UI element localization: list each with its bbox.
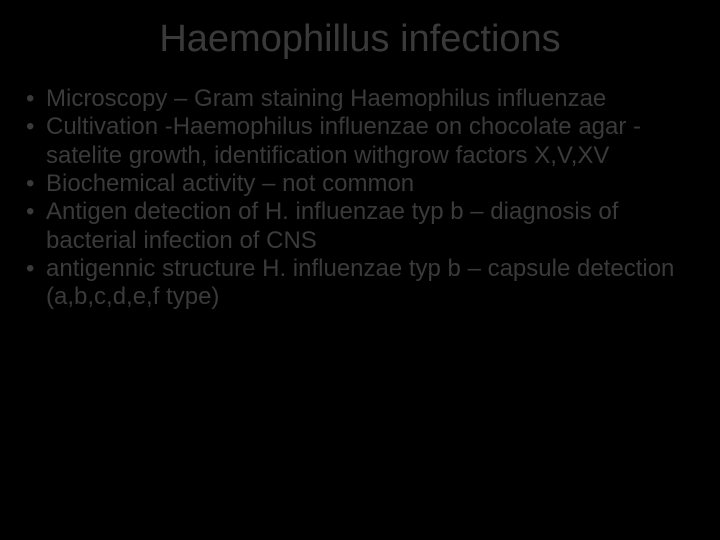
- bullet-item: Biochemical activity – not common: [22, 170, 698, 198]
- bullet-item: Microscopy – Gram staining Haemophilus i…: [22, 85, 698, 113]
- bullet-list: Microscopy – Gram staining Haemophilus i…: [22, 85, 698, 312]
- bullet-item: Antigen detection of H. influenzae typ b…: [22, 198, 698, 255]
- bullet-item: Cultivation -Haemophilus influenzae on c…: [22, 113, 698, 170]
- slide-title: Haemophillus infections: [22, 18, 698, 61]
- slide: Haemophillus infections Microscopy – Gra…: [0, 0, 720, 540]
- bullet-item: antigennic structure H. influenzae typ b…: [22, 255, 698, 312]
